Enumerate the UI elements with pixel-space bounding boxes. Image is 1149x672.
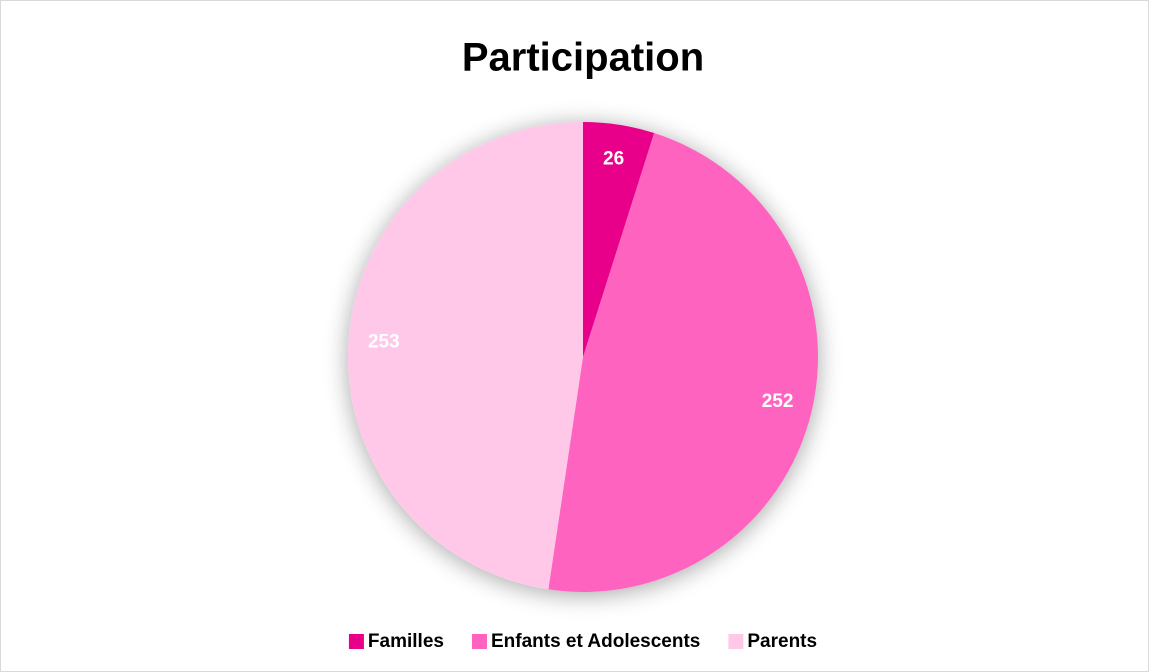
legend-label: Parents [747, 631, 817, 652]
pie-slice [548, 133, 819, 593]
legend-label: Familles [368, 631, 444, 652]
legend: Familles Enfants et Adolescents Parents [348, 631, 817, 652]
legend-swatch [348, 634, 364, 649]
chart-title: Participation [462, 36, 704, 80]
legend-swatch [471, 634, 487, 649]
legend-label: Enfants et Adolescents [491, 631, 700, 652]
legend-swatch [728, 634, 744, 649]
data-label: 26 [603, 149, 624, 170]
pie-slice [583, 122, 655, 357]
pie [348, 122, 819, 593]
labels: 26 252 253 [368, 149, 793, 412]
pie-slice [348, 122, 583, 590]
data-label: 253 [368, 331, 400, 352]
data-label: 252 [762, 391, 794, 412]
